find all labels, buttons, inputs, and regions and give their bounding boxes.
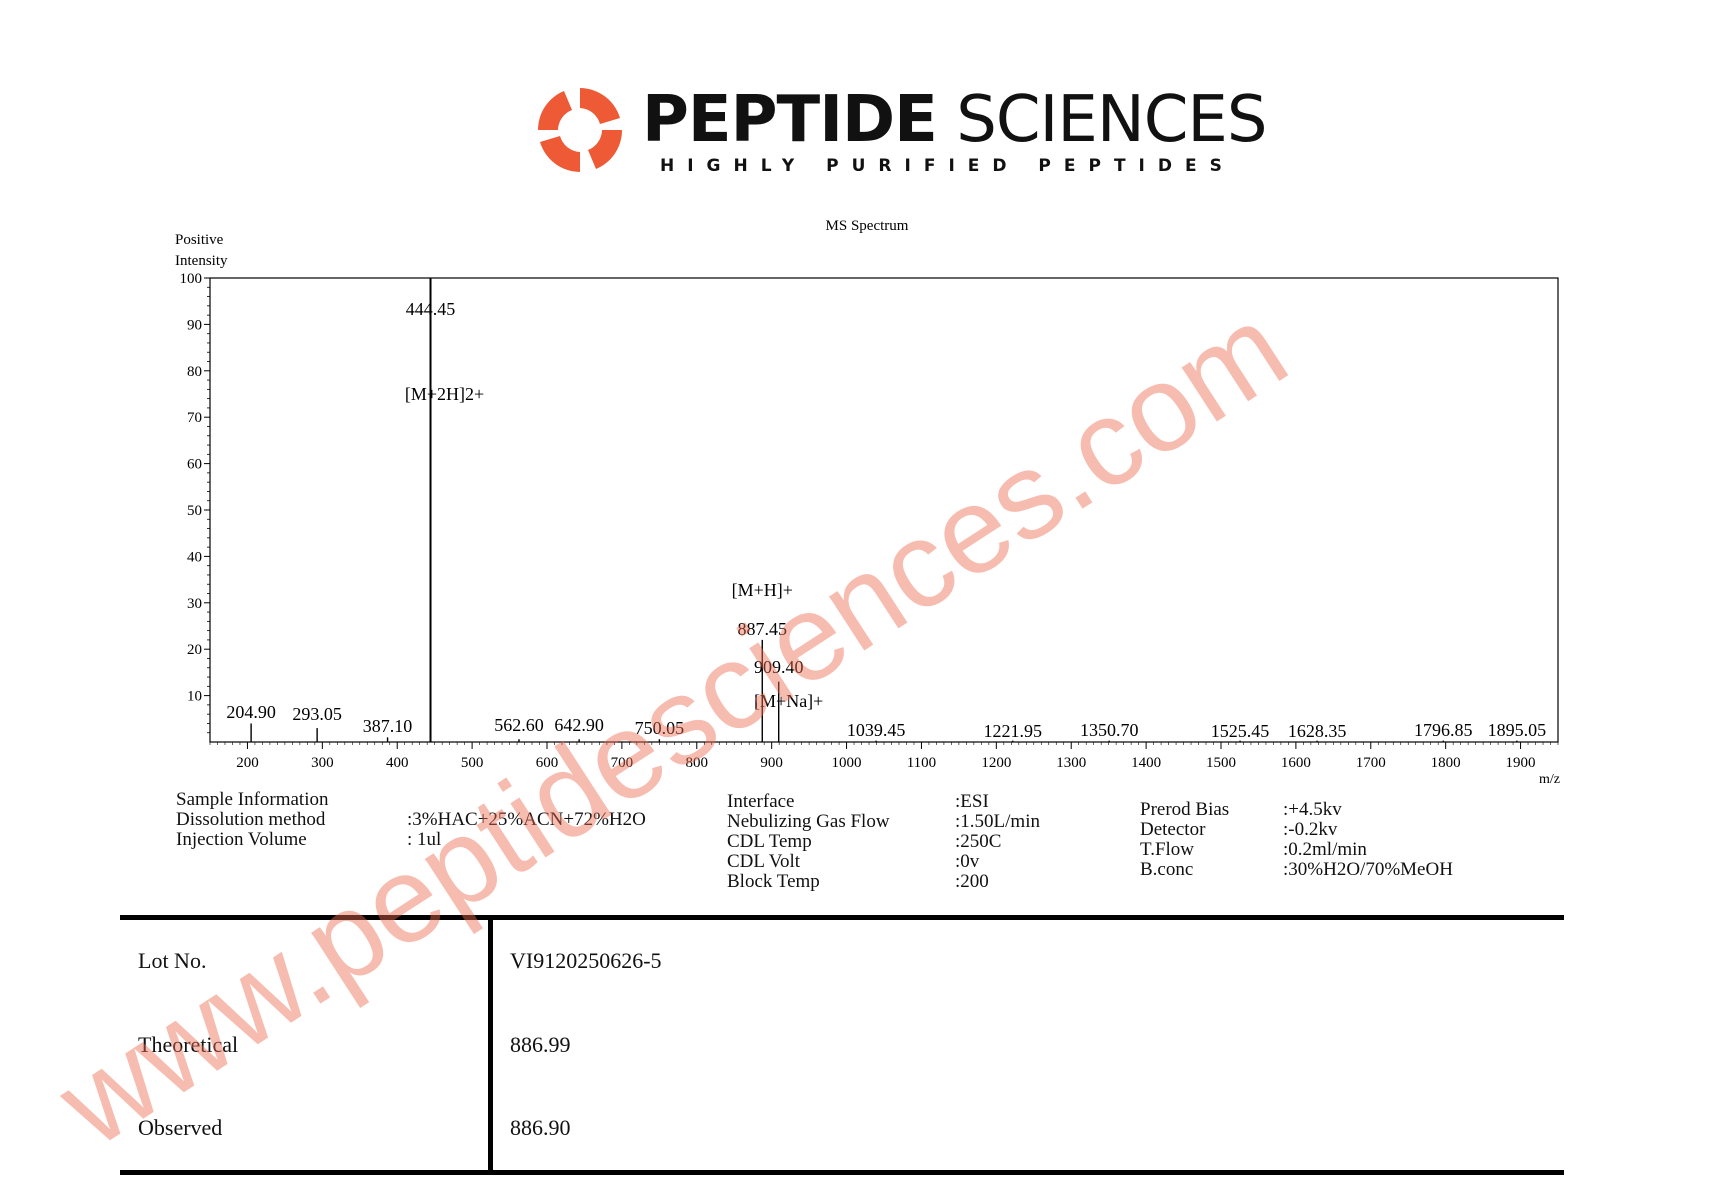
y-tick-label: 40 xyxy=(187,549,202,565)
peak-annotation: [M+2H]2+ xyxy=(405,384,484,404)
lot-value: VI9120250626-5 xyxy=(510,948,662,973)
peak-label: 1221.95 xyxy=(984,721,1043,741)
logo: PEPTIDE SCIENCES HIGHLY PURIFIED PEPTIDE… xyxy=(530,80,1267,180)
instrument-label: T.Flow xyxy=(1140,839,1195,860)
x-tick-label: 300 xyxy=(311,755,334,771)
x-tick-label: 700 xyxy=(611,755,634,771)
brand-name: PEPTIDE SCIENCES xyxy=(642,88,1267,152)
x-tick-label: 1100 xyxy=(907,755,936,771)
instrument-value: :+4.5kv xyxy=(1283,799,1342,820)
sample-info-value: : 1ul xyxy=(407,829,442,850)
instrument-value: :30%H2O/70%MeOH xyxy=(1283,859,1453,880)
instrument-label: Nebulizing Gas Flow xyxy=(727,811,890,832)
plot-frame xyxy=(209,277,1559,743)
x-tick-label: 600 xyxy=(536,755,559,771)
chart-title: MS Spectrum xyxy=(826,218,909,234)
y-tick-label: 90 xyxy=(187,317,202,333)
x-tick-label: 1200 xyxy=(981,755,1011,771)
x-tick-label: 1400 xyxy=(1131,755,1161,771)
y-axis-label: Positive xyxy=(175,232,224,248)
peak-label: 1350.70 xyxy=(1080,720,1139,740)
peak-label: 562.60 xyxy=(494,715,544,735)
y-axis-label: Intensity xyxy=(175,253,228,269)
brand-name-light: SCIENCES xyxy=(956,83,1267,157)
instrument-value: :-0.2kv xyxy=(1283,819,1338,840)
peak-label: 1895.05 xyxy=(1488,720,1547,740)
x-tick-label: 500 xyxy=(461,755,484,771)
instrument-label: CDL Temp xyxy=(727,831,812,852)
peak-label: 750.05 xyxy=(635,718,685,738)
peak-label: 293.05 xyxy=(292,704,342,724)
peak-label: 444.45 xyxy=(406,299,456,319)
peak-label: 1796.85 xyxy=(1414,720,1473,740)
y-tick-label: 80 xyxy=(187,364,202,380)
theoretical-value: 886.99 xyxy=(510,1032,571,1057)
instrument-values-2: :+4.5kv :-0.2kv :0.2ml/min :30%H2O/70%Me… xyxy=(1283,800,1453,880)
instrument-labels-2: Prerod Bias Detector T.Flow B.conc xyxy=(1140,800,1229,880)
ms-spectrum-chart: MS Spectrum Positive Intensity m/z 10 20 30 40 5… xyxy=(175,218,1560,787)
brand-name-bold: PEPTIDE xyxy=(642,83,938,157)
x-tick-label: 1000 xyxy=(832,755,862,771)
y-tick-label: 30 xyxy=(187,596,202,612)
x-tick-label: 400 xyxy=(386,755,409,771)
x-axis-label: m/z xyxy=(1539,772,1560,787)
sample-info-label: Dissolution method xyxy=(176,809,326,830)
sample-info-value: :3%HAC+25%ACN+72%H2O xyxy=(407,809,646,830)
observed-label: Observed xyxy=(138,1115,223,1140)
peak-label: 1525.45 xyxy=(1211,721,1270,741)
instrument-label: Prerod Bias xyxy=(1140,799,1230,820)
table-divider xyxy=(120,1170,1564,1175)
instrument-label: Interface xyxy=(727,791,795,812)
instrument-label: CDL Volt xyxy=(727,851,801,872)
instrument-value: :200 xyxy=(955,871,989,892)
sample-info-heading: Sample Information xyxy=(176,789,329,810)
x-tick-label: 200 xyxy=(236,755,259,771)
x-tick-label: 800 xyxy=(686,755,709,771)
y-tick-label: 20 xyxy=(187,642,202,658)
x-tick-label: 1300 xyxy=(1056,755,1086,771)
peak-label: 204.90 xyxy=(226,702,276,722)
peak-label: 642.90 xyxy=(554,715,604,735)
sample-info-label: Injection Volume xyxy=(176,829,307,850)
x-tick-label: 1800 xyxy=(1431,755,1461,771)
sample-info-values: :3%HAC+25%ACN+72%H2O : 1ul xyxy=(407,810,646,850)
x-tick-label: 1700 xyxy=(1356,755,1386,771)
peak-annotation: [M+Na]+ xyxy=(754,691,823,711)
y-tick-label: 70 xyxy=(187,410,202,426)
instrument-value: :1.50L/min xyxy=(955,811,1040,832)
table-divider xyxy=(120,915,1564,920)
instrument-label: Detector xyxy=(1140,819,1206,840)
instrument-label: B.conc xyxy=(1140,859,1194,880)
x-tick-label: 1600 xyxy=(1281,755,1311,771)
theoretical-label: Theoretical xyxy=(138,1032,239,1057)
sample-info: Sample Information Dissolution method In… xyxy=(176,790,329,850)
x-tick-label: 900 xyxy=(760,755,783,771)
logo-swirl-icon xyxy=(537,88,623,172)
instrument-value: :ESI xyxy=(955,791,989,812)
table-divider xyxy=(488,915,493,1175)
instrument-label: Block Temp xyxy=(727,871,820,892)
peak-label: 387.10 xyxy=(363,716,413,736)
peak-label: 1628.35 xyxy=(1288,721,1347,741)
instrument-value: :250C xyxy=(955,831,1002,852)
y-tick-label: 60 xyxy=(187,457,202,473)
lot-label: Lot No. xyxy=(138,948,207,973)
instrument-labels: Interface Nebulizing Gas Flow CDL Temp C… xyxy=(727,792,890,892)
peak-annotation: [M+H]+ xyxy=(732,580,793,600)
results-table: Lot No. VI9120250626-5 Theoretical 886.9… xyxy=(120,915,1564,1175)
brand-tagline: HIGHLY PURIFIED PEPTIDES xyxy=(660,156,1235,176)
y-tick-label: 50 xyxy=(187,503,202,519)
instrument-value: :0.2ml/min xyxy=(1283,839,1367,860)
instrument-values: :ESI :1.50L/min :250C :0v :200 xyxy=(955,792,1040,892)
instrument-value: :0v xyxy=(955,851,980,872)
y-tick-label: 10 xyxy=(187,689,202,705)
x-tick-label: 1500 xyxy=(1206,755,1236,771)
x-tick-label: 1900 xyxy=(1506,755,1536,771)
peak-label: 1039.45 xyxy=(847,720,906,740)
peak-label: 909.40 xyxy=(754,657,804,677)
observed-value: 886.90 xyxy=(510,1115,571,1140)
peak-label: 887.45 xyxy=(738,619,788,639)
y-tick-label: 100 xyxy=(180,271,203,287)
